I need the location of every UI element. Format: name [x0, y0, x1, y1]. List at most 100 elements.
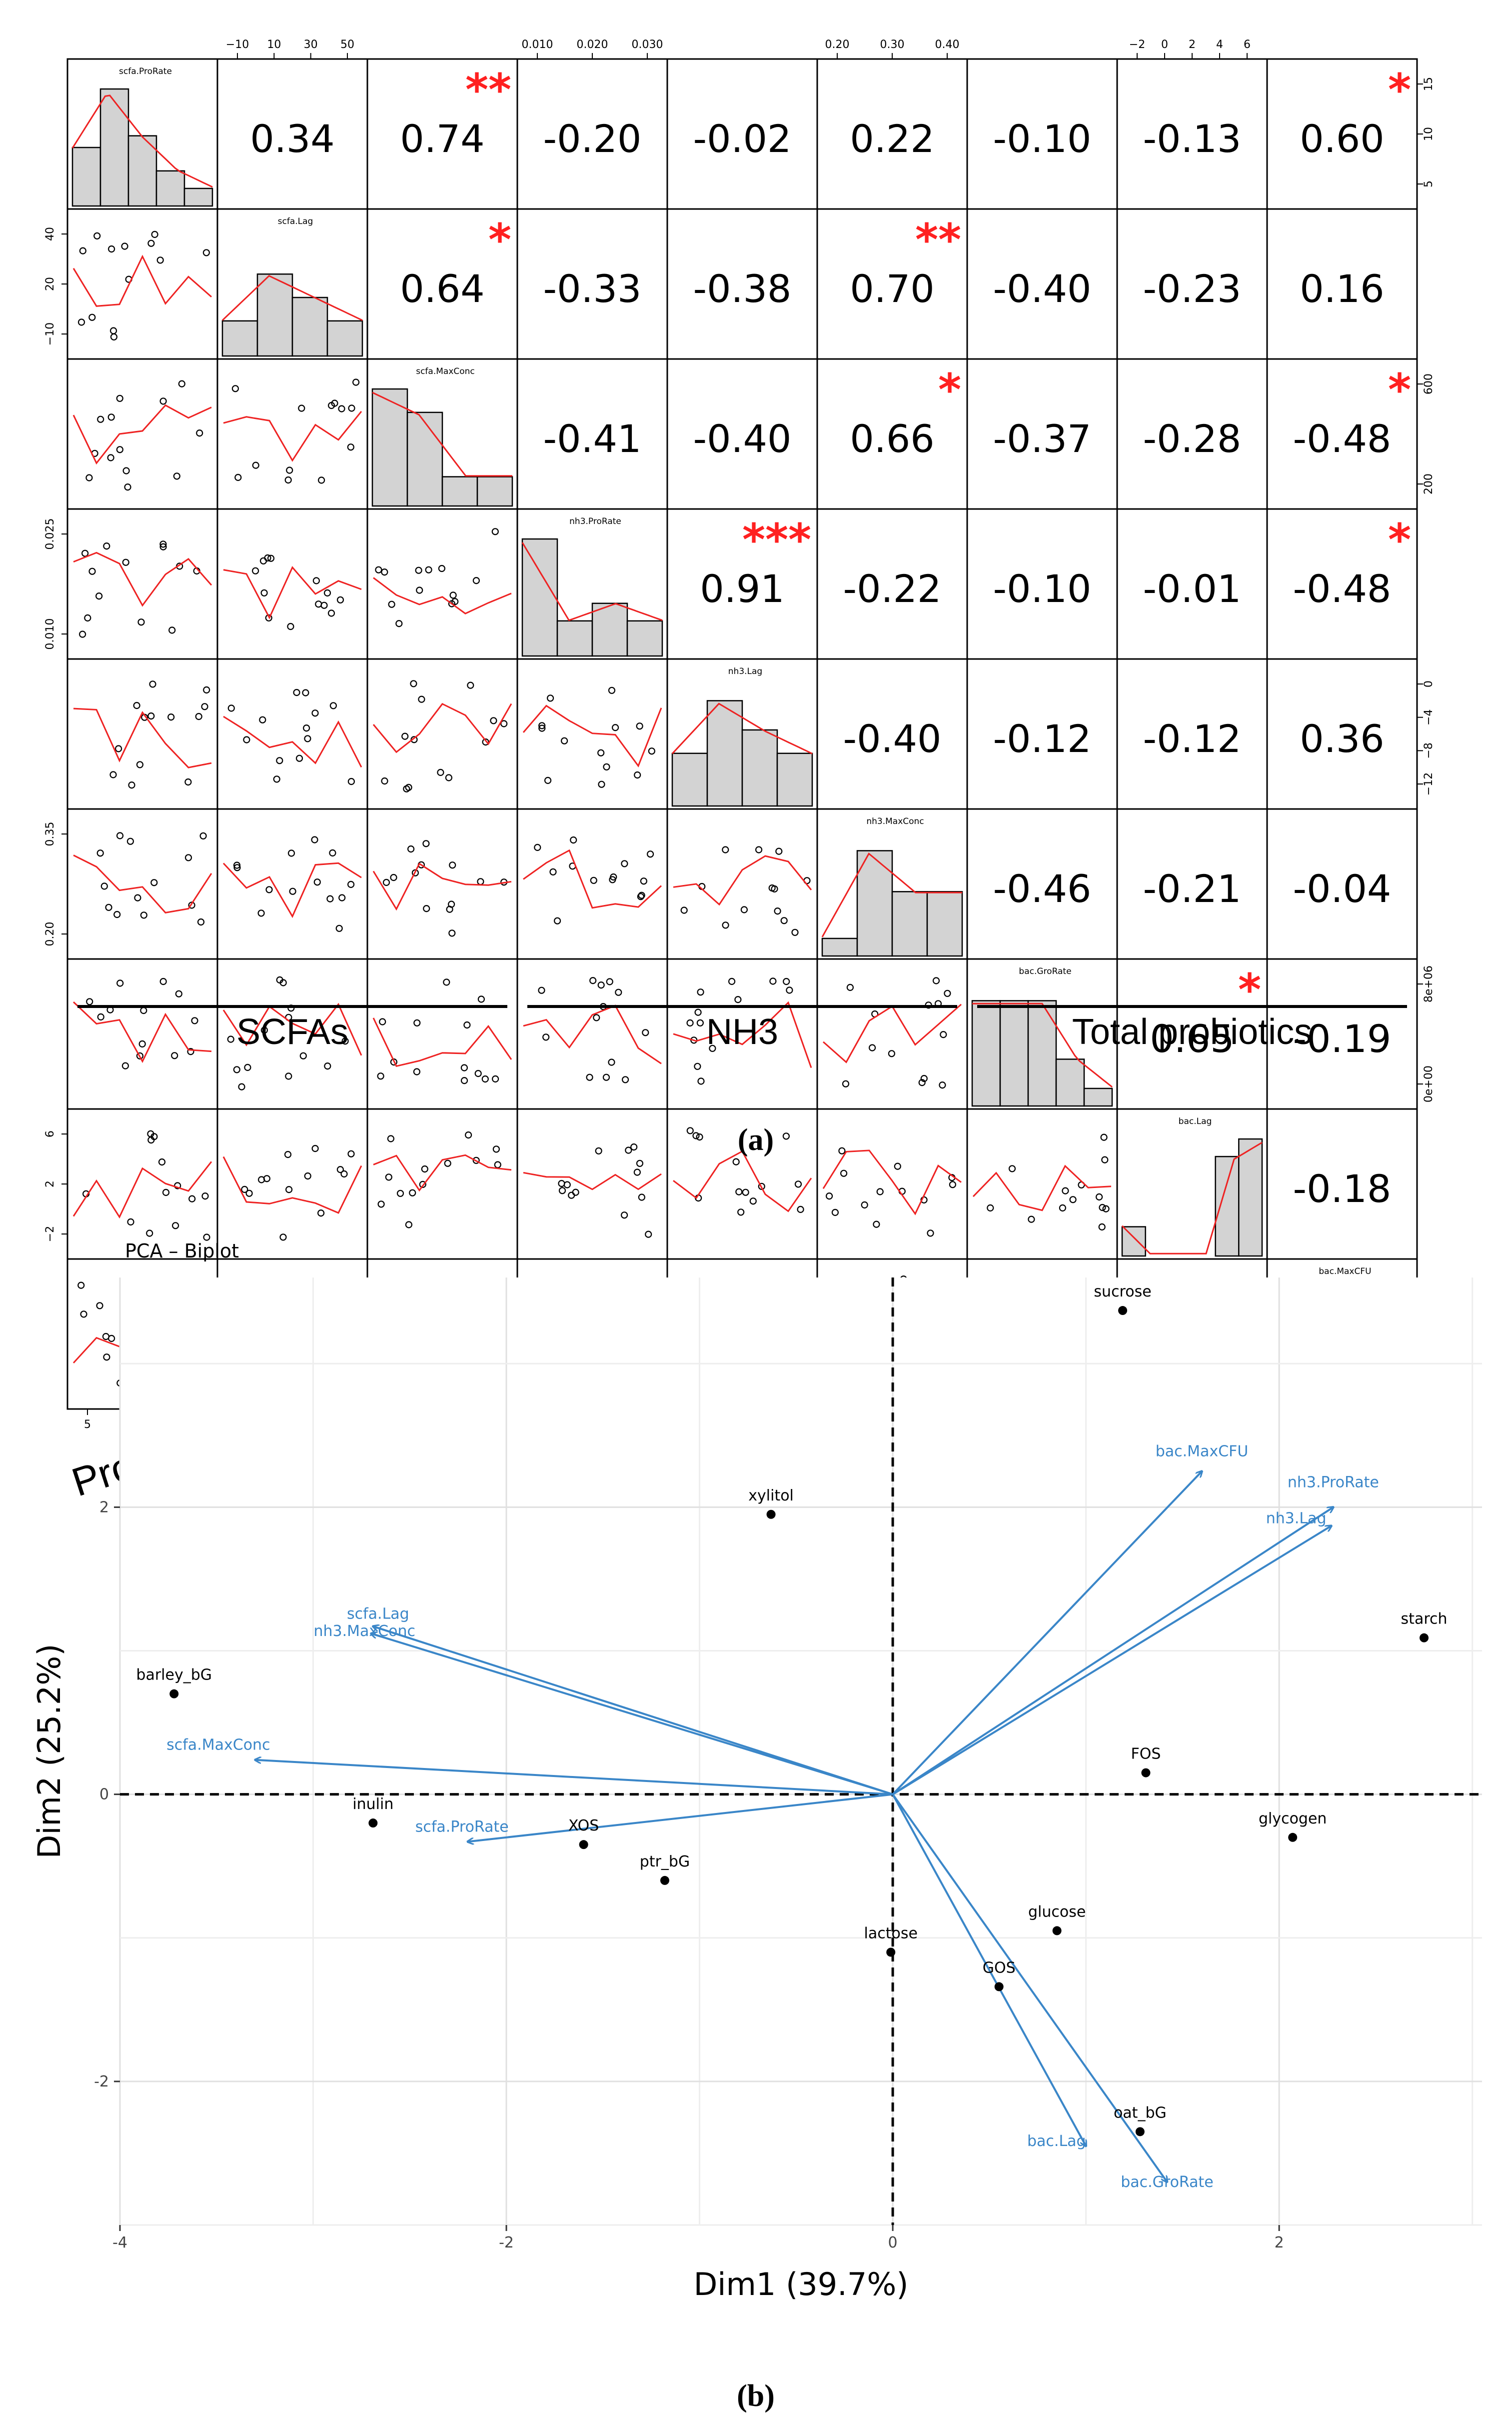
significance-stars: **	[915, 214, 961, 266]
correlation-value: -0.20	[543, 116, 642, 161]
scatter-point	[304, 1172, 311, 1180]
loading-arrow	[373, 1626, 893, 1796]
scatter-point	[791, 928, 799, 936]
scatter-point	[317, 476, 325, 484]
scatter-point	[116, 832, 124, 840]
scatter-point	[390, 1058, 398, 1066]
scatter-point	[136, 1052, 143, 1060]
scatter-point	[299, 1052, 307, 1060]
scatter-point	[538, 986, 545, 994]
correlation-value: -0.48	[1293, 416, 1392, 461]
scatter-point	[553, 917, 561, 924]
scatter-point	[422, 840, 430, 848]
observation-point	[886, 1948, 896, 1957]
scatter-point	[159, 543, 167, 550]
matrix-cell	[666, 358, 818, 510]
scatter-point	[920, 1074, 928, 1082]
scatter-point	[888, 1050, 896, 1058]
scatter-point	[630, 1143, 638, 1151]
scatter-point	[97, 1013, 104, 1021]
histogram-bar	[1027, 1000, 1057, 1107]
axis-tick-label: 0.025	[44, 518, 56, 550]
scatter-point	[940, 1031, 947, 1038]
correlation-value: 0.91	[700, 566, 784, 611]
scatter-point	[780, 917, 788, 924]
observation-point	[579, 1840, 588, 1850]
scatter-point	[329, 702, 337, 710]
histogram-bar	[291, 296, 328, 357]
observation-point	[766, 1510, 776, 1519]
scatter-point	[77, 1282, 85, 1289]
scatter-point	[88, 314, 96, 321]
loess-smooth-line	[73, 708, 212, 768]
matrix-cell	[366, 958, 518, 1110]
scatter-point	[116, 980, 124, 987]
scatter-point	[944, 990, 951, 997]
scatter-point	[868, 1044, 876, 1052]
scatter-point	[732, 1158, 740, 1166]
scatter-point	[103, 542, 110, 550]
scatter-point	[593, 1014, 600, 1022]
scatter-point	[116, 394, 123, 402]
histogram-bar	[741, 729, 778, 807]
histogram-bar	[971, 1000, 1001, 1107]
matrix-cell	[816, 208, 968, 360]
scatter-point	[636, 1160, 644, 1167]
scatter-point	[621, 860, 628, 868]
axis-tick-label: 10	[1423, 127, 1435, 141]
loess-smooth-line	[72, 254, 212, 307]
scatter-point	[447, 900, 455, 908]
loess-smooth-line	[523, 1172, 662, 1190]
histogram-bar	[71, 146, 101, 207]
scatter-point	[156, 256, 164, 264]
scatter-point	[150, 879, 158, 886]
correlation-value: -0.22	[843, 566, 942, 611]
scatter-point	[191, 1017, 198, 1024]
matrix-cell	[366, 508, 518, 660]
observation-point	[1135, 2127, 1145, 2136]
scatter-point	[696, 1133, 703, 1141]
matrix-cell	[66, 358, 218, 510]
matrix-cell	[66, 808, 218, 960]
scatter-point	[1096, 1193, 1103, 1200]
histogram-bar	[155, 170, 185, 207]
scatter-point	[749, 1198, 757, 1205]
matrix-cell	[366, 1108, 518, 1260]
scatter-point	[95, 592, 103, 600]
matrix-cell	[516, 1108, 668, 1260]
scatter-point	[636, 722, 643, 730]
scatter-point	[775, 848, 783, 855]
matrix-cell	[816, 358, 968, 510]
scatter-point	[203, 686, 210, 694]
scatter-point	[327, 402, 335, 410]
scatter-point	[1098, 1223, 1106, 1230]
group-label: Total probiotics	[1072, 1012, 1312, 1052]
density-curve	[221, 274, 363, 321]
observation-label: starch	[1401, 1610, 1448, 1628]
matrix-cell	[966, 208, 1118, 360]
correlation-value: -0.10	[993, 116, 1092, 161]
x-axis-label: Dim1 (39.7%)	[694, 2266, 909, 2302]
observation-label: GOS	[983, 1959, 1016, 1976]
scatter-point	[201, 703, 208, 710]
scatter-point	[195, 712, 202, 720]
scatter-point	[633, 1168, 641, 1176]
scatter-point	[876, 1188, 884, 1196]
scatter-point	[285, 1072, 292, 1080]
scatter-point	[140, 912, 147, 919]
scatter-point	[416, 586, 423, 594]
scatter-point	[390, 874, 397, 882]
histogram-bar	[1215, 1156, 1240, 1257]
correlation-value: 0.65	[1150, 1016, 1234, 1061]
axis-tick-label: 600	[1423, 374, 1435, 394]
scatter-point	[108, 245, 115, 253]
scatter-point	[694, 1008, 702, 1016]
scatter-point	[234, 474, 242, 482]
histogram-bar	[476, 476, 513, 507]
histogram-bar	[1238, 1138, 1263, 1257]
scatter-point	[375, 566, 382, 574]
scatter-point	[336, 1166, 344, 1174]
scatter-point	[113, 910, 121, 918]
matrix-cell	[1266, 808, 1418, 960]
observation-label: FOS	[1131, 1746, 1161, 1763]
